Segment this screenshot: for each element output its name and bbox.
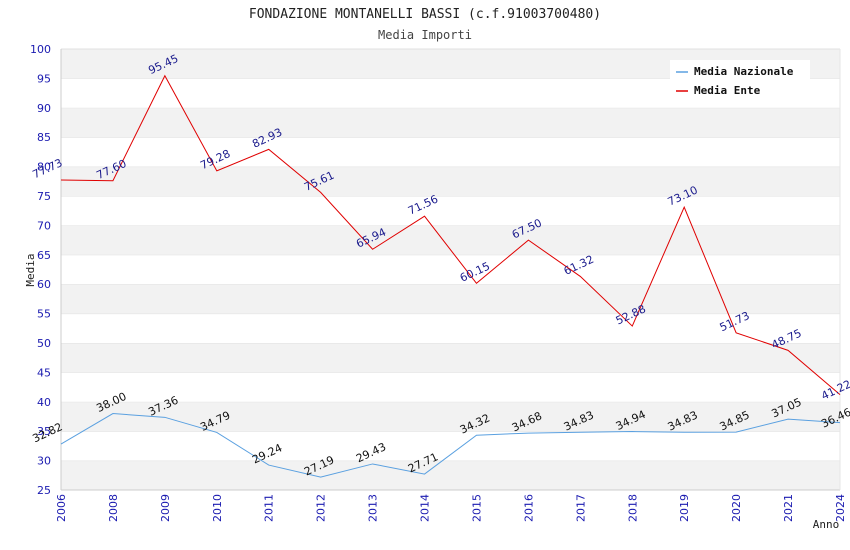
y-tick-labels: 25 30 35 40 45 50 55 60 65 70 75 80 85 90 95 100 — [30, 43, 51, 497]
y-tick-label: 35 — [37, 425, 51, 438]
grid-band — [61, 431, 840, 461]
y-tick-label: 55 — [37, 308, 51, 321]
series-line-media-ente — [60, 74, 841, 396]
grid-band — [61, 372, 840, 402]
chart-subtitle: Media Importi — [378, 28, 472, 42]
grid-band — [61, 460, 840, 490]
series-line-media-nazionale — [60, 413, 841, 478]
y-tick-label: 65 — [37, 249, 51, 262]
x-tick-label: 2008 — [107, 494, 120, 522]
grid-band — [61, 343, 840, 373]
grid-band — [61, 107, 840, 138]
grid-band — [61, 137, 840, 167]
chart-title: FONDAZIONE MONTANELLI BASSI (c.f.9100370… — [249, 7, 601, 22]
series-layer — [60, 74, 841, 478]
x-tick-label: 2013 — [367, 494, 380, 522]
grid-band — [61, 313, 840, 343]
x-tick-label: 2024 — [834, 494, 847, 522]
y-tick-label: 95 — [37, 72, 51, 85]
axes — [60, 49, 841, 491]
grid-bands — [61, 48, 840, 490]
y-tick-label: 50 — [37, 337, 51, 350]
x-tick-label: 2009 — [159, 494, 172, 522]
legend-box — [670, 60, 810, 101]
grid-band — [61, 401, 840, 432]
y-tick-label: 70 — [37, 219, 51, 232]
y-tick-label: 40 — [37, 396, 51, 409]
y-tick-label: 60 — [37, 278, 51, 291]
grid-band — [61, 284, 840, 314]
x-tick-label: 2010 — [211, 494, 224, 522]
x-tick-label: 2012 — [315, 494, 328, 522]
y-tick-label: 30 — [37, 455, 51, 468]
grid-band — [61, 254, 840, 285]
grid-band — [61, 166, 840, 196]
x-tick-label: 2014 — [419, 494, 432, 522]
x-tick-label: 2021 — [782, 494, 795, 522]
x-axis-label: Anno — [813, 518, 840, 531]
grid-band — [61, 196, 840, 226]
legend-label-media-ente: Media Ente — [694, 84, 761, 97]
y-tick-label: 25 — [37, 484, 51, 497]
legend: Media Nazionale Media Ente — [670, 60, 810, 101]
x-tick-label: 2016 — [522, 494, 535, 522]
x-tick-label: 2018 — [626, 494, 639, 522]
x-tick-label: 2015 — [470, 494, 483, 522]
y-axis-label: Media — [24, 253, 37, 286]
y-tick-label: 80 — [37, 161, 51, 174]
y-tick-label: 100 — [30, 43, 51, 56]
x-tick-label: 2019 — [678, 494, 691, 522]
y-tick-label: 75 — [37, 190, 51, 203]
x-tick-label: 2006 — [55, 494, 68, 522]
x-tick-label: 2020 — [730, 494, 743, 522]
x-tick-label: 2017 — [574, 494, 587, 522]
x-tick-label: 2011 — [263, 494, 276, 522]
x-tick-labels: 2006 2008 2009 2010 2011 2012 2013 2014 2015 2016… — [55, 494, 847, 522]
y-tick-label: 45 — [37, 366, 51, 379]
legend-label-media-nazionale: Media Nazionale — [694, 65, 794, 78]
y-tick-label: 90 — [37, 102, 51, 115]
data-label-media-nazionale: 32.82 — [30, 420, 64, 445]
y-tick-label: 85 — [37, 131, 51, 144]
